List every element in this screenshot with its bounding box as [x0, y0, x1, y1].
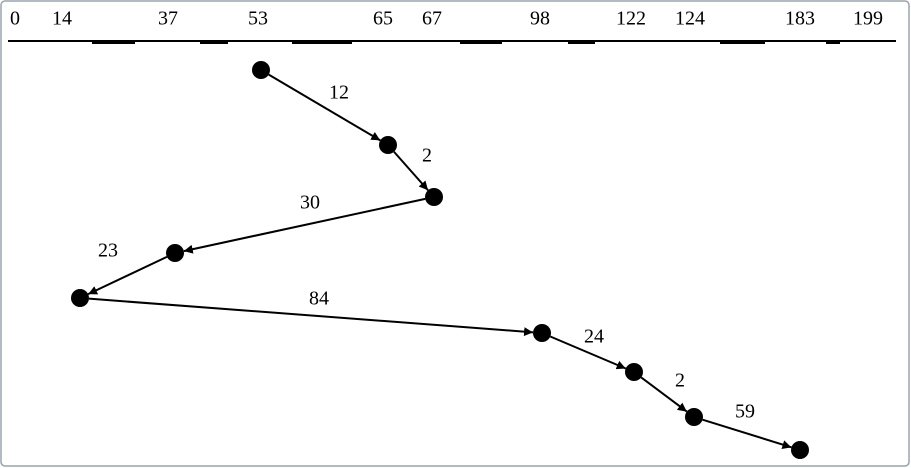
tick-label: 122 — [616, 8, 646, 30]
arrow — [268, 73, 381, 142]
tick-label: 14 — [52, 8, 72, 30]
tick-label: 199 — [853, 8, 883, 30]
track-dot — [425, 188, 443, 206]
arrow — [640, 376, 688, 413]
distance-label: 2 — [675, 370, 685, 392]
tick-label: 37 — [158, 8, 178, 30]
arrow — [183, 197, 426, 254]
arrow — [87, 255, 168, 296]
track-dot — [685, 408, 703, 426]
tick-label: 124 — [675, 8, 705, 30]
tick-label: 65 — [373, 8, 393, 30]
tick-label: 183 — [785, 8, 815, 30]
track-dot — [625, 363, 643, 381]
track-dot — [379, 136, 397, 154]
distance-label: 84 — [309, 288, 329, 310]
track-dot — [166, 244, 184, 262]
distance-label: 23 — [98, 240, 118, 262]
distance-label: 24 — [584, 326, 604, 348]
arrow — [393, 151, 429, 191]
distance-label: 2 — [422, 145, 432, 167]
arrow — [702, 418, 792, 449]
track-dot — [71, 289, 89, 307]
track-dot — [252, 61, 270, 79]
tick-label: 67 — [422, 8, 442, 30]
distance-label: 59 — [735, 401, 755, 423]
tick-label: 0 — [10, 8, 20, 30]
track-dot — [533, 324, 551, 342]
distance-label: 12 — [329, 82, 349, 104]
tick-label: 98 — [530, 8, 550, 30]
distance-label: 30 — [300, 192, 320, 214]
arrow — [88, 297, 534, 337]
track-dot — [791, 441, 809, 459]
tick-label: 53 — [248, 8, 268, 30]
arrow — [549, 335, 627, 370]
